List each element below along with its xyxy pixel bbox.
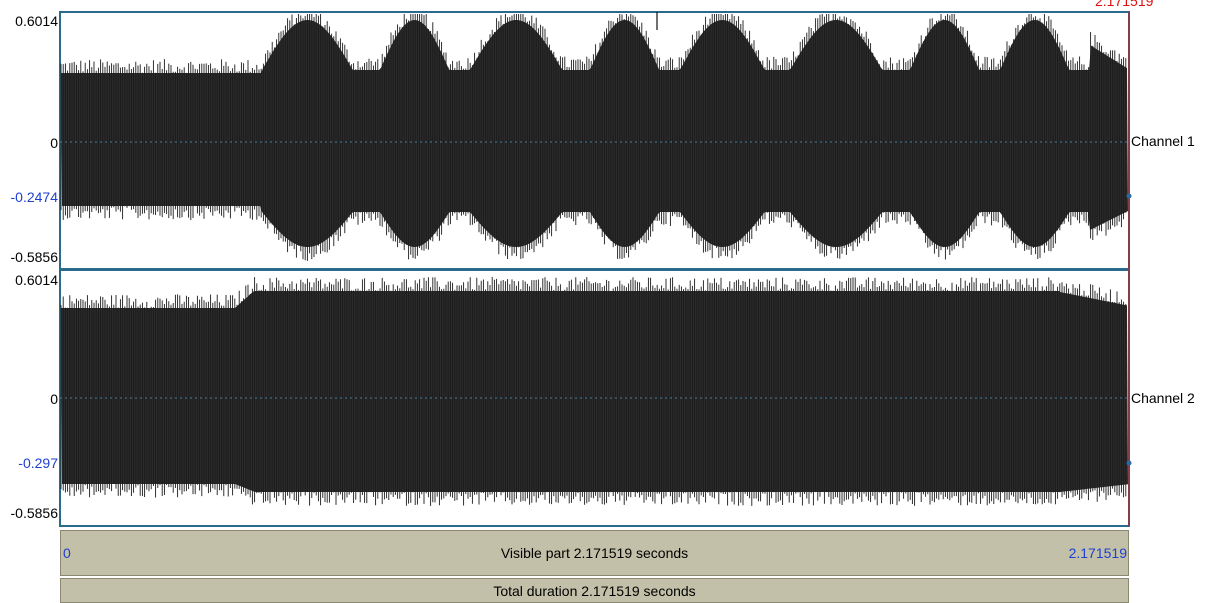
total-duration-label: Total duration 2.171519 seconds — [493, 583, 696, 599]
waveform-body — [61, 20, 1128, 247]
waveform-view[interactable] — [0, 0, 1213, 530]
visible-part-bar[interactable]: 0 Visible part 2.171519 seconds 2.171519 — [60, 530, 1129, 576]
ch1-y-max-label: 0.6014 — [15, 13, 58, 29]
ch1-y-zero-label: 0 — [50, 135, 58, 151]
cursor-time-readout: 2.171519 — [1095, 0, 1154, 9]
ch1-cursor-marker — [1126, 193, 1132, 199]
waveform-samples — [60, 277, 1127, 506]
channel-1-waveform — [60, 14, 1128, 261]
ch2-y-max-label: 0.6014 — [15, 272, 58, 288]
waveform-body — [61, 291, 1128, 492]
visible-end-time: 2.171519 — [1068, 545, 1127, 561]
ch2-y-min-label: -0.5856 — [10, 505, 58, 521]
channel-2-label: Channel 2 — [1131, 390, 1195, 406]
channel-2-waveform — [60, 277, 1128, 506]
ch2-y-cursor-label: -0.297 — [18, 455, 58, 471]
waveform-samples — [60, 14, 1127, 261]
total-duration-bar[interactable]: Total duration 2.171519 seconds — [60, 578, 1129, 603]
ch1-y-min-label: -0.5856 — [10, 249, 58, 265]
ch2-cursor-marker — [1126, 460, 1132, 466]
visible-start-time: 0 — [63, 545, 71, 561]
visible-part-label: Visible part 2.171519 seconds — [500, 545, 689, 561]
ch2-y-zero-label: 0 — [50, 391, 58, 407]
ch1-y-cursor-label: -0.2474 — [10, 189, 58, 205]
channel-1-label: Channel 1 — [1131, 133, 1195, 149]
